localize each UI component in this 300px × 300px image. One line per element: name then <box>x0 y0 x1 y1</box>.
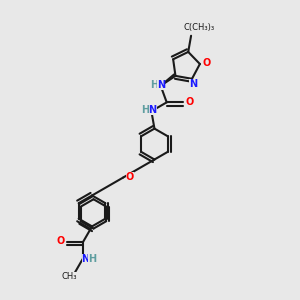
Text: H: H <box>150 80 158 89</box>
Text: N: N <box>148 105 157 115</box>
Text: C(CH₃)₃: C(CH₃)₃ <box>184 23 215 32</box>
Text: N: N <box>189 79 197 89</box>
Text: CH₃: CH₃ <box>61 272 77 281</box>
Text: N: N <box>82 254 90 264</box>
Text: O: O <box>185 97 194 107</box>
Text: O: O <box>56 236 64 246</box>
Text: H: H <box>141 105 149 115</box>
Text: N: N <box>157 80 165 89</box>
Text: O: O <box>126 172 134 182</box>
Text: O: O <box>202 58 211 68</box>
Text: H: H <box>88 254 96 264</box>
